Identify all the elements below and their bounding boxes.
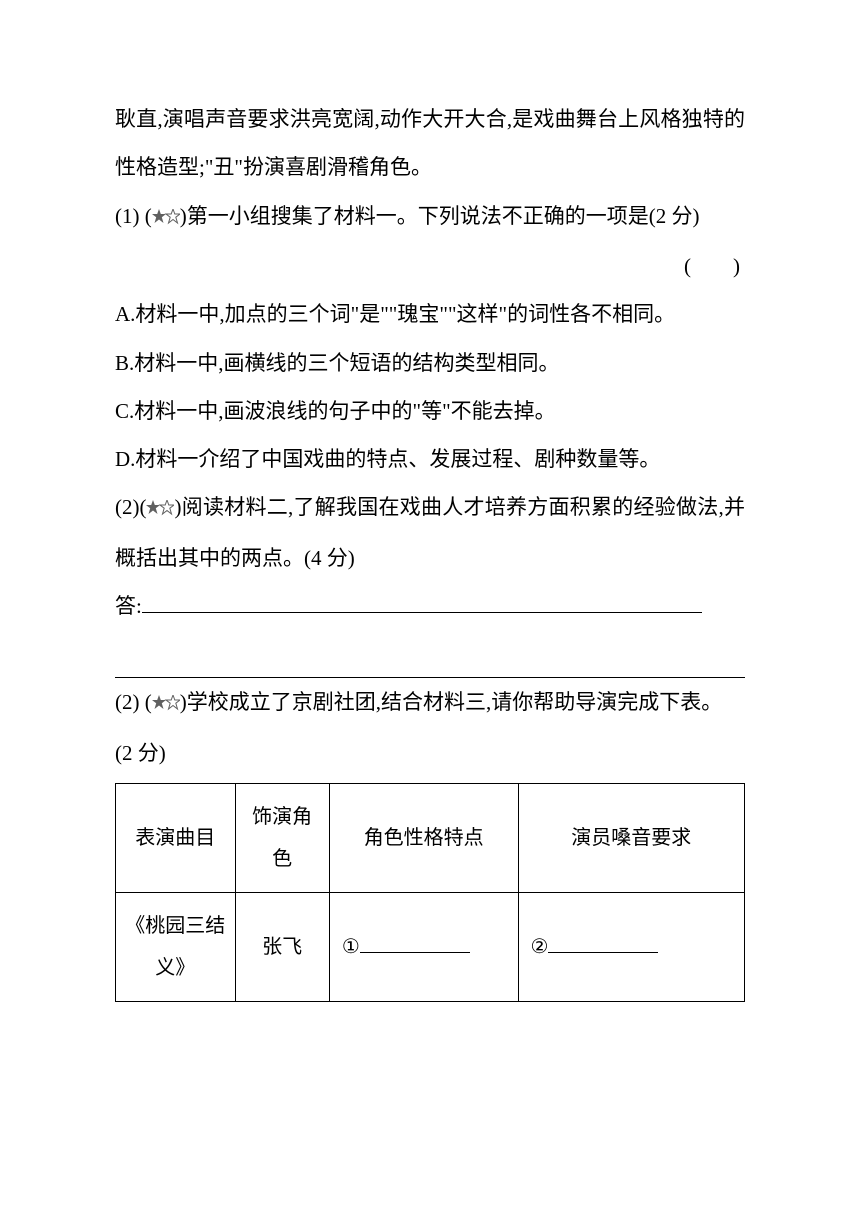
star-icon <box>146 485 174 533</box>
q3-points: (2 分) <box>115 729 745 777</box>
th-voice: 演员嗓音要求 <box>518 783 744 892</box>
answer-paren: ( ) <box>115 242 745 290</box>
q2-prefix: (2)( <box>115 495 146 519</box>
star-icon <box>152 680 180 728</box>
q3-prefix: (2) ( <box>115 690 152 714</box>
q1-stem: (1) ( )第一小组搜集了材料一。下列说法不正确的一项是(2 分) <box>115 192 745 242</box>
blank2-line <box>548 952 658 953</box>
q2-stem: (2)()阅读材料二,了解我国在戏曲人才培养方面积累的经验做法,并概括出其中的两… <box>115 483 745 582</box>
blank1-line <box>360 952 470 953</box>
q1-suffix: )第一小组搜集了材料一。下列说法不正确的一项是(2 分) <box>180 204 700 228</box>
answer-label-line: 答: <box>115 582 745 630</box>
q3-stem: (2) ( )学校成立了京剧社团,结合材料三,请你帮助导演完成下表。 <box>115 678 745 728</box>
td-blank2: ② <box>518 892 744 1001</box>
td-role: 张飞 <box>235 892 329 1001</box>
blank2-label: ② <box>531 936 549 958</box>
td-title: 《桃园三结义》 <box>116 892 236 1001</box>
q1-option-b: B.材料一中,画横线的三个短语的结构类型相同。 <box>115 339 745 387</box>
q1-prefix: (1) ( <box>115 204 152 228</box>
table-header-row: 表演曲目 饰演角色 角色性格特点 演员嗓音要求 <box>116 783 745 892</box>
answer-blank-2 <box>115 630 745 678</box>
q3-suffix: )学校成立了京剧社团,结合材料三,请你帮助导演完成下表。 <box>180 690 723 714</box>
th-title: 表演曲目 <box>116 783 236 892</box>
q2-suffix: )阅读材料二,了解我国在戏曲人才培养方面积累的经验做法,并概括出其中的两点。(4… <box>115 495 745 569</box>
answer-label: 答: <box>115 594 142 618</box>
th-role: 饰演角色 <box>235 783 329 892</box>
answer-blank-1 <box>142 591 702 613</box>
table-row: 《桃园三结义》 张飞 ① ② <box>116 892 745 1001</box>
intro-text: 耿直,演唱声音要求洪亮宽阔,动作大开大合,是戏曲舞台上风格独特的性格造型;"丑"… <box>115 95 745 192</box>
td-blank1: ① <box>329 892 518 1001</box>
role-table: 表演曲目 饰演角色 角色性格特点 演员嗓音要求 《桃园三结义》 张飞 ① ② <box>115 783 745 1002</box>
th-trait: 角色性格特点 <box>329 783 518 892</box>
q1-option-d: D.材料一介绍了中国戏曲的特点、发展过程、剧种数量等。 <box>115 435 745 483</box>
blank1-label: ① <box>342 936 360 958</box>
q1-option-a: A.材料一中,加点的三个词"是""瑰宝""这样"的词性各不相同。 <box>115 290 745 338</box>
star-icon <box>152 194 180 242</box>
q1-option-c: C.材料一中,画波浪线的句子中的"等"不能去掉。 <box>115 387 745 435</box>
